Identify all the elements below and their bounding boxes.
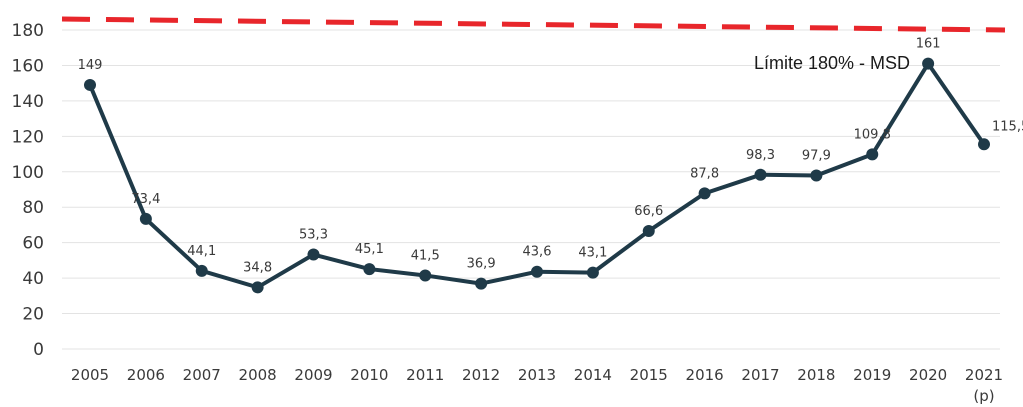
data-label: 161 — [916, 37, 941, 52]
x-axis-ticks: 2005 2006 2007 2008 2009 2010 2011 2012 2013 2014… — [71, 366, 1003, 405]
data-point — [698, 187, 711, 200]
data-label: 43,6 — [523, 245, 552, 260]
data-label: 115,5 — [992, 119, 1023, 134]
y-tick-label: 180 — [12, 21, 44, 41]
x-tick-label: 2010 — [350, 366, 388, 384]
data-label: 43,1 — [578, 246, 607, 261]
data-point — [754, 168, 767, 181]
y-tick-label: 120 — [12, 127, 44, 147]
y-tick-label: 160 — [12, 56, 44, 76]
x-tick-label: 2013 — [518, 366, 556, 384]
data-label: 41,5 — [411, 248, 440, 263]
data-point — [810, 169, 823, 182]
data-point — [475, 277, 488, 290]
data-label: 109,8 — [854, 127, 891, 142]
data-point — [922, 57, 935, 70]
x-tick-label: 2005 — [71, 366, 109, 384]
data-point — [419, 269, 432, 282]
series-group — [84, 57, 990, 294]
x-tick-label: 2021 — [965, 366, 1003, 384]
y-tick-label: 40 — [22, 269, 44, 289]
data-label: 53,3 — [299, 228, 328, 243]
data-label: 36,9 — [467, 257, 496, 272]
data-point — [307, 248, 320, 261]
x-tick-label: 2017 — [741, 366, 779, 384]
x-tick-label: 2009 — [294, 366, 332, 384]
data-label: 97,9 — [802, 148, 831, 163]
data-point — [866, 148, 879, 161]
x-tick-label: 2019 — [853, 366, 891, 384]
y-axis-ticks: 0 20 40 60 80 100 120 140 160 180 — [12, 21, 44, 360]
data-label: 98,3 — [746, 148, 775, 163]
data-label: 73,4 — [131, 192, 160, 207]
x-tick-label: 2020 — [909, 366, 947, 384]
data-point — [642, 224, 655, 237]
x-tick-label: 2016 — [686, 366, 724, 384]
data-label: 44,1 — [187, 244, 216, 259]
data-point — [195, 264, 208, 277]
limit-reference-label: Límite 180% - MSD — [754, 53, 910, 73]
y-tick-label: 0 — [33, 340, 44, 360]
data-point — [978, 138, 990, 151]
data-label: 149 — [78, 58, 103, 73]
x-tick-label: 2011 — [406, 366, 444, 384]
x-tick-label: 2018 — [797, 366, 835, 384]
reference-line-group: Límite 180% - MSD — [61, 16, 1006, 73]
x-tick-label: 2015 — [630, 366, 668, 384]
x-tick-label: 2008 — [239, 366, 277, 384]
y-tick-label: 60 — [22, 234, 44, 254]
gridlines — [62, 29, 1000, 350]
y-tick-label: 100 — [12, 163, 44, 183]
y-tick-label: 80 — [22, 198, 44, 218]
data-label: 34,8 — [243, 260, 272, 275]
x-tick-label: 2014 — [574, 366, 612, 384]
x-tick-label: 2012 — [462, 366, 500, 384]
x-tick-sublabel: (p) — [973, 387, 994, 405]
data-point — [363, 263, 376, 276]
x-tick-label: 2007 — [183, 366, 221, 384]
data-point — [251, 281, 264, 294]
data-point — [84, 78, 96, 91]
limit-reference-line — [61, 16, 1006, 33]
y-tick-label: 140 — [12, 92, 44, 112]
data-labels: 149 73,4 44,1 34,8 53,3 45,1 41,5 36,9 43,6 43,1 6… — [78, 37, 1023, 276]
data-point — [139, 212, 152, 225]
data-label: 66,6 — [634, 204, 663, 219]
data-label: 87,8 — [690, 166, 719, 181]
data-point — [531, 265, 543, 278]
y-tick-label: 20 — [22, 305, 44, 325]
data-point — [586, 266, 599, 279]
x-tick-label: 2006 — [127, 366, 165, 384]
data-label: 45,1 — [355, 242, 384, 257]
